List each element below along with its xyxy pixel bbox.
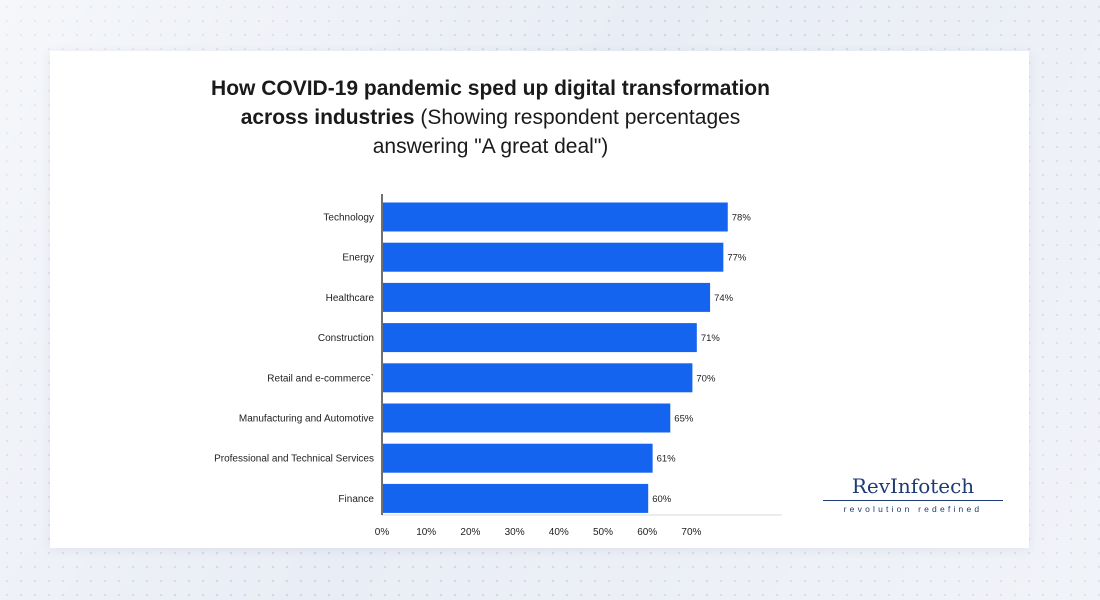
value-label: 74% xyxy=(714,293,734,304)
x-tick-label: 0% xyxy=(375,527,390,538)
brand-divider xyxy=(823,500,1003,501)
category-label: Finance xyxy=(338,494,374,505)
bar-8 xyxy=(383,483,649,513)
bar-5 xyxy=(383,363,693,393)
x-tick-label: 10% xyxy=(416,527,436,538)
bar-1 xyxy=(383,202,728,232)
x-tick-label: 40% xyxy=(549,527,569,538)
title-line-2-rest: (Showing respondent percentages xyxy=(414,106,741,129)
brand-name: RevInfotech xyxy=(851,474,975,498)
value-label: 77% xyxy=(727,253,747,264)
title-line-1: How COVID-19 pandemic sped up digital tr… xyxy=(211,77,770,100)
chart-card: How COVID-19 pandemic sped up digital tr… xyxy=(50,51,1029,548)
value-label: 60% xyxy=(652,494,672,505)
bar-3 xyxy=(383,282,711,312)
category-label: Technology xyxy=(323,213,374,224)
value-label: 65% xyxy=(674,414,694,425)
x-tick-label: 30% xyxy=(505,527,525,538)
value-label: 78% xyxy=(732,213,752,224)
x-tick-label: 70% xyxy=(681,527,701,538)
value-label: 70% xyxy=(696,373,716,384)
value-label: 71% xyxy=(701,333,721,344)
title-line-2: across industries (Showing respondent pe… xyxy=(50,103,931,132)
category-label: Energy xyxy=(342,253,374,264)
category-label: Manufacturing and Automotive xyxy=(239,414,375,425)
category-label: Retail and e-commerce` xyxy=(267,372,374,384)
title-line-3: answering "A great deal") xyxy=(372,135,609,158)
brand-logo: RevInfotech revolution redefined xyxy=(823,475,1003,514)
chart-title: How COVID-19 pandemic sped up digital tr… xyxy=(50,74,931,161)
category-label: Construction xyxy=(318,333,374,344)
category-label: Healthcare xyxy=(326,293,375,304)
brand-tagline: revolution redefined xyxy=(843,504,983,514)
bar-7 xyxy=(383,443,653,473)
x-tick-label: 20% xyxy=(460,527,480,538)
value-label: 61% xyxy=(657,454,677,465)
bar-2 xyxy=(383,242,724,272)
bar-4 xyxy=(383,323,697,353)
category-label: Professional and Technical Services xyxy=(214,454,374,465)
title-line-2-bold: across industries xyxy=(240,106,415,129)
bar-6 xyxy=(383,403,671,433)
bar-chart: Technology 78% Energy 77% Healthcare 74% Const… xyxy=(214,194,782,538)
x-tick-label: 50% xyxy=(593,527,613,538)
x-tick-label: 60% xyxy=(637,527,657,538)
